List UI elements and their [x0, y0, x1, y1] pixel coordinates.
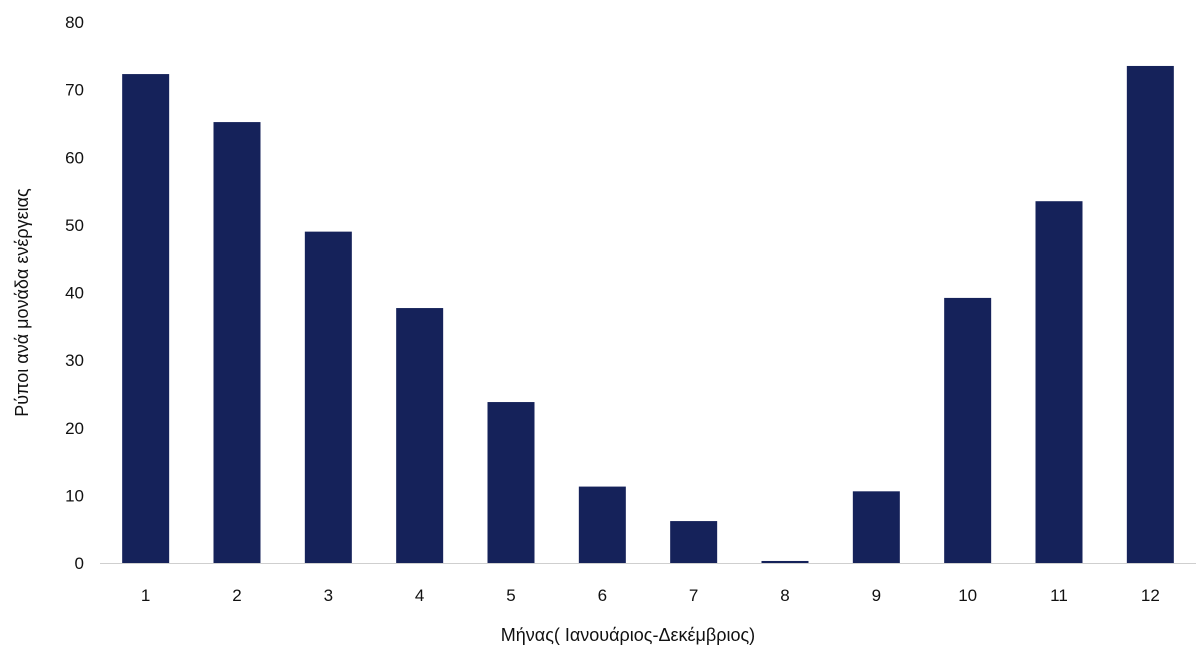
- bar-9: [852, 491, 900, 563]
- x-tick-label: 12: [1141, 586, 1160, 605]
- y-tick-label: 50: [65, 216, 84, 235]
- bar-1: [122, 74, 170, 563]
- x-tick-label: 4: [415, 586, 424, 605]
- x-tick-label: 8: [780, 586, 789, 605]
- bar-4: [396, 308, 444, 563]
- y-tick-label: 0: [75, 554, 84, 573]
- x-tick-label: 10: [958, 586, 977, 605]
- y-tick-label: 20: [65, 419, 84, 438]
- y-tick-label: 40: [65, 284, 84, 303]
- bar-6: [578, 486, 626, 563]
- bar-10: [944, 297, 992, 563]
- x-tick-label: 1: [141, 586, 150, 605]
- y-tick-label: 60: [65, 148, 84, 167]
- x-axis-ticks: 1 2 3 4 5 6 7 8 9 10 11 12: [141, 586, 1160, 605]
- y-tick-label: 30: [65, 351, 84, 370]
- x-tick-label: 5: [506, 586, 515, 605]
- x-tick-label: 11: [1050, 586, 1068, 605]
- bar-2: [213, 122, 261, 564]
- bar-8: [761, 560, 809, 563]
- x-tick-label: 2: [232, 586, 241, 605]
- bars: [122, 65, 1174, 564]
- y-tick-label: 70: [65, 81, 84, 100]
- x-tick-label: 7: [689, 586, 698, 605]
- x-tick-label: 6: [598, 586, 607, 605]
- x-axis-label: Μήνας( Ιανουάριος-Δεκέμβριος): [501, 625, 755, 645]
- x-tick-label: 9: [872, 586, 881, 605]
- y-axis-ticks: 0 10 20 30 40 50 60 70 80: [65, 13, 84, 573]
- bar-7: [670, 521, 718, 563]
- bar-11: [1035, 201, 1083, 564]
- x-tick-label: 3: [324, 586, 333, 605]
- y-axis-label: Ρύποι ανά μονάδα ενέργειας: [12, 188, 32, 417]
- y-tick-label: 80: [65, 13, 84, 32]
- y-tick-label: 10: [65, 486, 84, 505]
- bar-12: [1126, 65, 1174, 564]
- bar-3: [304, 231, 352, 563]
- bar-5: [487, 402, 535, 563]
